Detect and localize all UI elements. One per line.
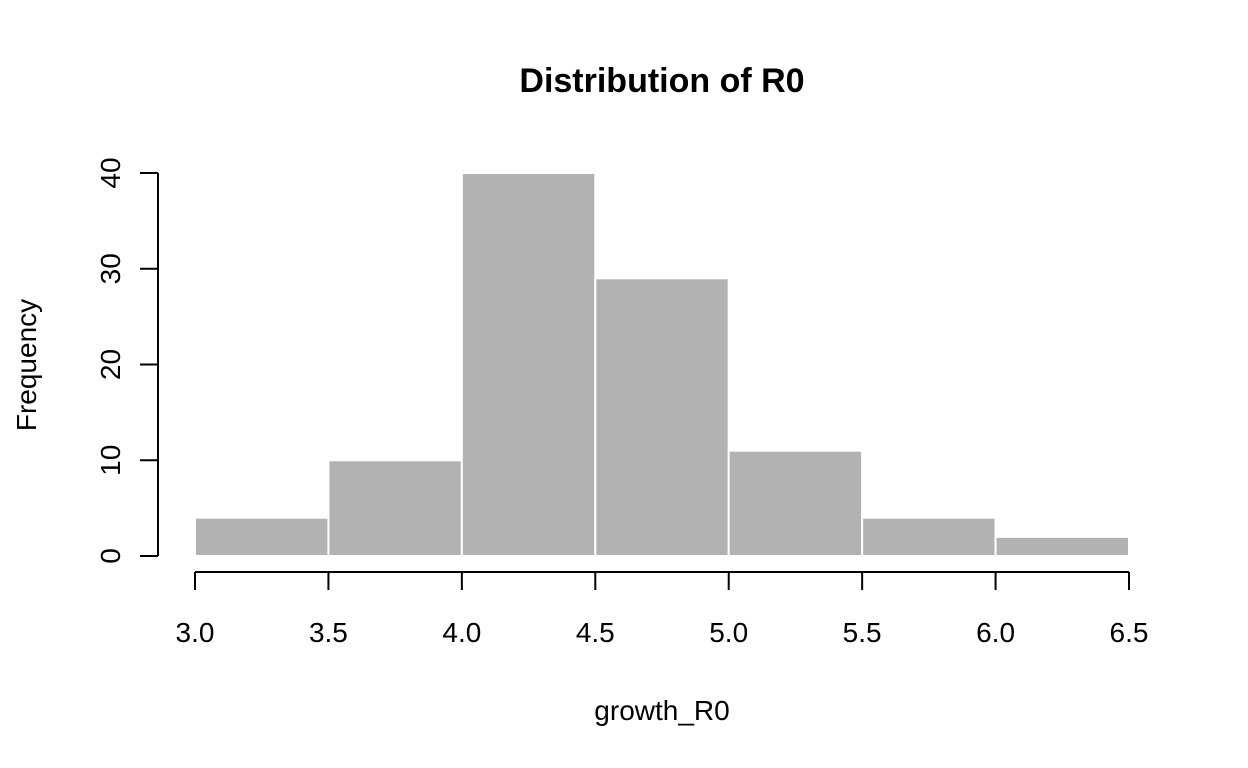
x-tick-label: 3.0 <box>176 617 215 648</box>
y-tick-label: 40 <box>95 157 126 188</box>
y-tick-label: 10 <box>95 445 126 476</box>
histogram-bar-2 <box>327 459 463 557</box>
x-tick-label: 3.5 <box>309 617 348 648</box>
histogram-bar-6 <box>861 516 997 558</box>
histogram-bar-5 <box>727 449 864 557</box>
histogram-bars <box>194 172 1130 558</box>
histogram-bar-4 <box>594 277 730 557</box>
x-tick-label: 6.5 <box>1110 617 1149 648</box>
y-axis-label: Frequency <box>11 299 42 431</box>
x-tick-label: 5.5 <box>843 617 882 648</box>
histogram-bar-7 <box>994 535 1130 557</box>
chart-title: Distribution of R0 <box>519 62 804 100</box>
y-tick-label: 30 <box>95 253 126 284</box>
histogram-bar-3 <box>460 172 597 557</box>
x-axis-label: growth_R0 <box>594 695 729 726</box>
x-tick-label: 4.5 <box>576 617 615 648</box>
x-tick-label: 4.0 <box>442 617 481 648</box>
x-tick-label: 6.0 <box>976 617 1015 648</box>
x-axis: 3.0 3.5 4.0 4.5 5.0 5.5 6.0 6.5 <box>176 571 1149 648</box>
x-tick-label: 5.0 <box>709 617 748 648</box>
y-tick-label: 0 <box>95 548 126 564</box>
y-axis: 0 10 20 30 40 <box>95 157 159 564</box>
y-tick-label: 20 <box>95 349 126 380</box>
histogram-bar-1 <box>194 516 330 558</box>
